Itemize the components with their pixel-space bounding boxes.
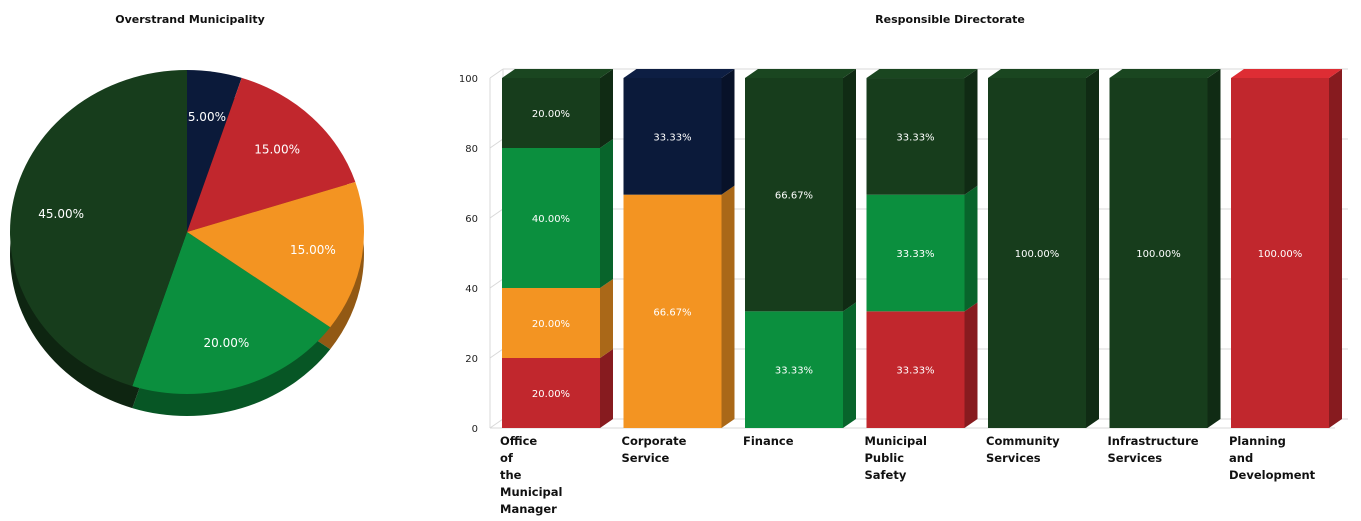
bar-segment-side [600,279,613,358]
bar-stack: 20.00% 20.00% 40.00% 20.00% [502,69,613,428]
pie-slice-label: 45.00% [38,207,84,221]
bar-value-label: 100.00% [1015,249,1060,260]
grid [489,68,1348,429]
bar-segment [866,311,965,428]
y-tick-label: 60 [465,214,478,225]
bar-stack: 33.33% 33.33% 33.33% [866,69,978,428]
bar-segment [502,358,600,428]
y-tick-label: 100 [459,74,478,85]
x-category-label: Community Services [986,434,1060,465]
grid-line-side [489,138,504,149]
bar-segment [866,78,965,195]
bar-value-label: 33.33% [896,132,934,143]
bar-segment [1231,78,1329,428]
bar-segment [1109,78,1208,428]
bar-segment-side [1207,69,1221,428]
bar-value-label: 33.33% [896,366,934,377]
pie-slice-label: 5.00% [188,110,226,124]
pie-slice [132,232,331,395]
bar-stack: 66.67% 33.33% [623,69,735,428]
bar-value-label: 33.33% [896,249,934,260]
bar-top [988,69,1099,78]
bar-value-label: 33.33% [653,132,691,143]
bar-segment-side [843,69,856,312]
x-category-label: Finance [743,434,794,448]
bar-segment-side [600,69,613,148]
grid-line-side [489,208,504,219]
bar-segment [745,78,843,312]
bar-segment-side [964,302,978,428]
bar-value-label: 66.67% [653,307,691,318]
pie-slice [187,70,242,232]
grid-line-side [489,418,504,429]
bar-segment-side [964,69,978,195]
bar-segment-side [964,185,978,312]
x-category-label: Office of the Municipal Manager [500,434,563,516]
bar-segment [502,288,600,358]
grid-line-side [489,68,504,79]
y-tick-label: 80 [465,144,478,155]
bar-segment [502,148,600,288]
bar-top [502,69,613,78]
pie-slice-label: 15.00% [254,143,300,157]
bar-top [623,69,735,78]
x-category-label: Planning and Development [1229,434,1316,482]
x-category-label: Corporate Service [621,434,687,465]
grid-line-side [489,278,504,289]
bar-stack: 100.00% [988,69,1099,428]
bar-value-label: 100.00% [1136,249,1181,260]
pie-slice [187,181,365,328]
bar-value-label: 100.00% [1258,249,1303,260]
pie-chart-title: Overstrand Municipality [115,13,265,26]
grid-line-side [489,348,504,359]
y-tick-label: 0 [472,424,478,435]
bar-stack: 100.00% [1231,69,1342,428]
bar-value-label: 20.00% [532,389,570,400]
bar-value-label: 40.00% [532,214,570,225]
y-tick-label: 40 [465,284,478,295]
bar-segment-side [600,139,613,288]
pie-slice-label: 15.00% [290,243,336,257]
bar-segment-side [1086,69,1099,428]
bar-segment [988,78,1086,428]
bar-segment [623,78,722,195]
y-tick-label: 20 [465,354,478,365]
x-category-label: Infrastructure Services [1107,434,1199,465]
bar-top [866,69,978,79]
bar-segment-side [721,185,735,428]
bar-stack: 100.00% [1109,69,1221,428]
bar-top [1109,69,1221,78]
bar-stack: 33.33% 66.67% [745,69,856,428]
bar-segment-side [843,302,856,428]
bar-chart-title: Responsible Directorate [875,13,1025,26]
bar-segment-side [1329,69,1342,428]
x-category-label: Municipal Public Safety [864,434,927,482]
bar-segment [623,194,722,428]
bar-segment-side [721,69,735,195]
pie-slice [187,77,356,233]
bar-value-label: 20.00% [532,319,570,330]
bar-value-label: 66.67% [775,191,813,202]
pie-chart: 5.00% 15.00% 15.00% 20.00% 45.00% [9,70,365,417]
pie-slice-label: 20.00% [203,336,249,350]
bar-top [1231,69,1342,78]
bar-value-label: 33.33% [775,366,813,377]
bar-segment [745,311,843,428]
bar-segment [502,78,600,148]
bar-value-label: 20.00% [532,109,570,120]
bar-segment [866,194,965,312]
pie-slice [9,70,188,387]
bar-segment-side [600,349,613,428]
bar-top [745,69,856,78]
